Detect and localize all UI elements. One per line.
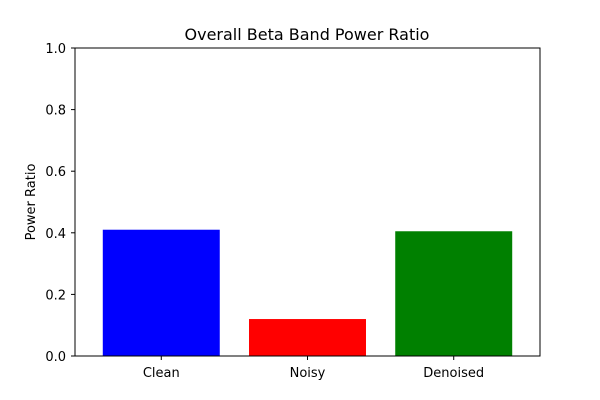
x-axis: Clean Noisy Denoised (143, 356, 484, 381)
y-axis: 0.0 0.2 0.4 0.6 0.8 1.0 (45, 42, 75, 365)
plot-frame (74, 47, 541, 357)
y-tick-label: 0.2 (45, 288, 66, 303)
x-tick-label: Denoised (423, 366, 484, 381)
y-tick-label: 0.0 (45, 350, 66, 365)
y-tick-label: 0.4 (45, 227, 66, 242)
bar-denoised (395, 231, 513, 356)
x-tick-label: Clean (143, 366, 180, 381)
y-tick-label: 0.6 (45, 165, 66, 180)
bars (102, 229, 513, 356)
bar-clean (102, 229, 220, 356)
y-tick-label: 0.8 (45, 104, 66, 119)
bar-noisy (249, 319, 366, 356)
chart-title: Overall Beta Band Power Ratio (185, 25, 430, 44)
y-tick-label: 1.0 (45, 42, 66, 57)
x-tick-label: Noisy (290, 366, 326, 381)
y-axis-label: Power Ratio (24, 164, 39, 241)
